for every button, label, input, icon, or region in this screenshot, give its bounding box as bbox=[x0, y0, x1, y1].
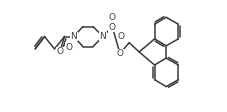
Text: O: O bbox=[117, 32, 124, 41]
Text: N: N bbox=[70, 32, 77, 41]
Text: O: O bbox=[108, 23, 115, 32]
Text: O: O bbox=[65, 43, 72, 52]
Text: O: O bbox=[56, 47, 63, 56]
Text: O: O bbox=[116, 49, 123, 58]
Text: O: O bbox=[108, 13, 115, 22]
Text: N: N bbox=[99, 32, 106, 41]
